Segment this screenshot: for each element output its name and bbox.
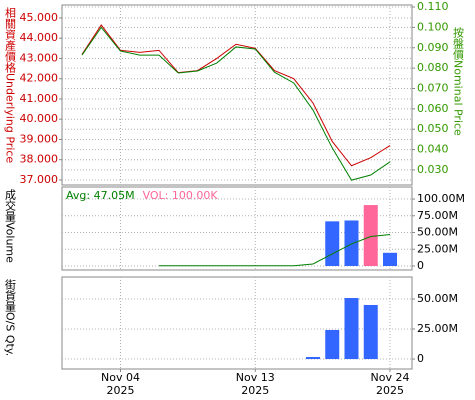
y-tick-label: 37.000 [20, 173, 59, 186]
bar [344, 220, 359, 266]
y-tick-label: 0.100 [417, 20, 449, 33]
y-tick-label: 0.060 [417, 102, 449, 115]
y-tick-label: 43.000 [20, 51, 59, 64]
y-tick-label: 50.00M [417, 226, 458, 239]
y-tick-label: 25.00M [417, 322, 458, 335]
x-tick-label: Nov 13 [236, 371, 275, 384]
series-line [81, 26, 391, 181]
y-tick-label: 25.00M [417, 242, 458, 255]
bar [306, 356, 320, 360]
x-tick-label: Nov 04 [101, 371, 140, 384]
bar [363, 304, 378, 360]
y-tick-label: 0.040 [417, 143, 449, 156]
y-tick-label: 39.000 [20, 132, 59, 145]
y2-axis-label: 按盤價Nominal Price [452, 26, 465, 136]
annotation: Avg: 47.05M [66, 189, 135, 202]
bar [325, 329, 340, 360]
y-tick-label: 100.00M [417, 192, 465, 205]
y-tick-label: 0 [417, 259, 424, 272]
bar [325, 221, 340, 266]
y-tick-label: 0.050 [417, 122, 449, 135]
y-tick-label: 0.110 [417, 0, 449, 13]
y-tick-label: 45.000 [20, 11, 59, 24]
y-tick-label: 38.000 [20, 153, 59, 166]
y-axis-label: 成交量Volume [4, 189, 17, 263]
y-tick-label: 42.000 [20, 72, 59, 85]
series-line [81, 24, 391, 167]
bar [383, 252, 397, 266]
y-tick-label: 75.00M [417, 209, 458, 222]
bar [363, 205, 378, 266]
plot-frame [61, 276, 413, 370]
annotation: VOL: 100.00K [143, 189, 219, 202]
y-tick-label: 50.00M [417, 292, 458, 305]
x-tick-year: 2025 [241, 384, 269, 397]
y-axis-label: 相關資產價格Underlying Price [4, 7, 17, 164]
series-line [159, 233, 391, 267]
y-tick-label: 0.080 [417, 61, 449, 74]
y-tick-label: 40.000 [20, 112, 59, 125]
y-tick-label: 0.030 [417, 163, 449, 176]
x-tick-label: Nov 24 [371, 371, 410, 384]
y-tick-label: 0 [417, 352, 424, 365]
plot-frame [61, 4, 413, 186]
y-tick-label: 41.000 [20, 92, 59, 105]
y-tick-label: 0.070 [417, 81, 449, 94]
x-tick-year: 2025 [107, 384, 135, 397]
y-axis-label: 街貨量O/S Qty. [4, 278, 17, 357]
bar [344, 298, 359, 360]
plot-frame [61, 186, 413, 271]
y-tick-label: 0.090 [417, 41, 449, 54]
x-tick-year: 2025 [376, 384, 404, 397]
y-tick-label: 44.000 [20, 31, 59, 44]
